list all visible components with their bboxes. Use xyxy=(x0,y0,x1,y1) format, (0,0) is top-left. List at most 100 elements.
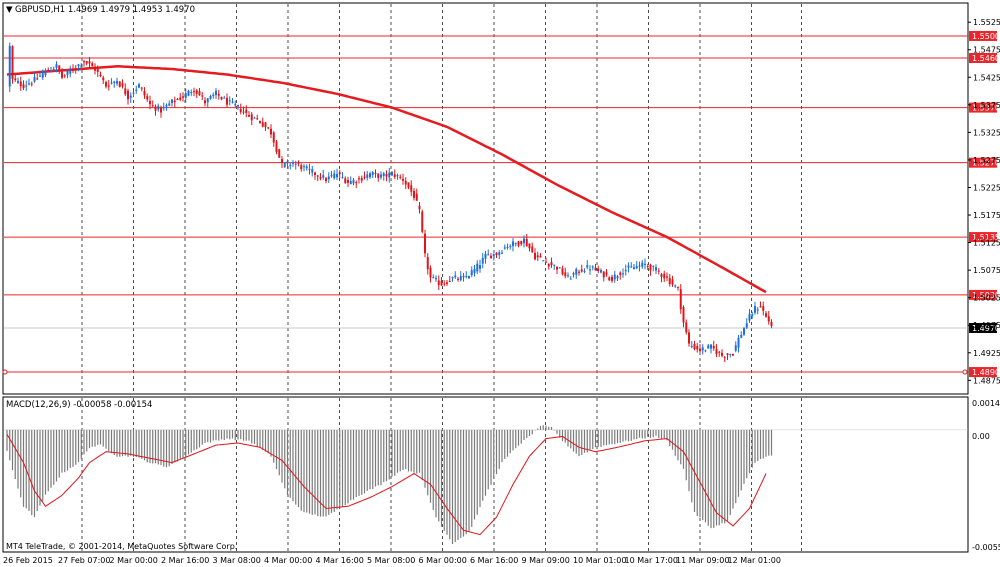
candle-body xyxy=(47,69,50,71)
candle-body xyxy=(171,99,173,104)
candle-body xyxy=(594,267,597,271)
candle-body xyxy=(157,105,160,110)
time-label: 4 Mar 16:00 xyxy=(316,556,364,565)
macd-bar xyxy=(724,429,726,524)
level-handle[interactable] xyxy=(962,369,968,375)
candle-body xyxy=(135,89,138,91)
time-label: 2 Mar 00:00 xyxy=(110,556,158,565)
macd-bar xyxy=(567,429,569,447)
candle-body xyxy=(509,245,512,247)
macd-bar xyxy=(424,429,426,488)
level-price-label: 1.5460 xyxy=(972,54,1000,63)
candle-body xyxy=(602,271,605,278)
macd-bar xyxy=(72,429,74,467)
macd-bar xyxy=(322,429,324,517)
macd-bar xyxy=(110,429,113,454)
candle-body xyxy=(245,109,248,113)
candle-body xyxy=(195,90,198,94)
candle-body xyxy=(740,334,743,338)
level-price-box xyxy=(969,289,997,300)
price-tick-label: 1.5275 xyxy=(973,156,1000,165)
candle-body xyxy=(677,286,679,288)
candle-body xyxy=(462,275,465,278)
macd-bar xyxy=(160,429,162,466)
macd-bar xyxy=(528,429,531,437)
candle-body xyxy=(58,65,61,72)
macd-bar xyxy=(460,429,462,538)
support-resistance-levels: 1.5500 1.5460 1.5370 1.5270 1.5135 1.5030 1.48… xyxy=(2,30,1000,378)
macd-bar xyxy=(358,429,360,496)
candle-body xyxy=(745,323,748,328)
macd-bar xyxy=(476,429,478,515)
macd-bar xyxy=(641,429,643,439)
candle-body xyxy=(264,122,267,127)
macd-bar xyxy=(677,429,679,461)
macd-bar xyxy=(314,429,316,515)
macd-bottom-label: -0.00555 xyxy=(972,543,1000,552)
candle-body xyxy=(41,73,44,78)
candle-body xyxy=(393,174,396,178)
candle-body xyxy=(470,270,473,276)
macd-bar xyxy=(116,429,118,457)
macd-bar xyxy=(385,429,388,482)
candle-body xyxy=(72,69,74,71)
macd-bar xyxy=(99,429,102,445)
macd-bar xyxy=(526,429,528,438)
macd-bar xyxy=(204,429,206,443)
candle-body xyxy=(303,166,305,168)
candle-body xyxy=(129,95,132,98)
macd-bar xyxy=(94,429,96,447)
macd-bar xyxy=(9,429,11,461)
macd-bar xyxy=(130,429,132,456)
macd-bar xyxy=(64,429,66,473)
chart-menu-icon[interactable]: ▼ xyxy=(6,5,13,15)
time-label: 11 Mar 09:00 xyxy=(676,556,729,565)
macd-bar xyxy=(363,429,366,494)
candle-body xyxy=(655,267,657,271)
level-price-box xyxy=(969,367,997,378)
level-handle[interactable] xyxy=(2,369,8,375)
candle-body xyxy=(253,117,256,119)
macd-bar xyxy=(534,429,536,431)
macd-bar xyxy=(163,429,165,467)
macd-bar xyxy=(185,429,187,457)
macd-bar xyxy=(702,429,704,521)
candle-body xyxy=(517,241,520,246)
level-price-box xyxy=(969,30,997,41)
price-tick-label: 1.4925 xyxy=(973,349,1000,358)
macd-bar xyxy=(135,429,137,457)
macd-bar xyxy=(47,429,49,492)
candle-body xyxy=(223,97,226,99)
candle-body xyxy=(514,243,517,245)
candle-body xyxy=(520,240,523,245)
macd-bar xyxy=(680,429,682,465)
macd-bar xyxy=(248,429,250,441)
candle-body xyxy=(377,173,380,179)
candle-body xyxy=(583,270,586,272)
candle-body xyxy=(138,84,140,88)
macd-bar xyxy=(336,429,338,510)
candle-body xyxy=(110,82,113,84)
price-tick-label: 1.5525 xyxy=(973,18,1000,27)
candle-body xyxy=(641,262,644,267)
macd-bar xyxy=(69,429,71,469)
candle-body xyxy=(305,166,308,169)
macd-bar xyxy=(152,429,154,464)
macd-bar xyxy=(608,429,610,445)
candle-body xyxy=(589,269,591,271)
macd-bar xyxy=(223,429,225,441)
candle-body xyxy=(616,276,619,279)
macd-bar xyxy=(512,429,514,451)
candle-body xyxy=(297,162,300,164)
candle-body xyxy=(484,253,487,259)
candle-body xyxy=(322,175,325,178)
macd-bar xyxy=(11,429,14,471)
candle-body xyxy=(96,69,99,73)
macd-bar xyxy=(55,429,58,482)
macd-bar xyxy=(735,429,737,504)
macd-bar xyxy=(550,426,553,430)
candle-body xyxy=(734,345,737,351)
macd-bar xyxy=(633,429,635,440)
macd-bar xyxy=(286,429,289,496)
candle-body xyxy=(327,176,330,180)
